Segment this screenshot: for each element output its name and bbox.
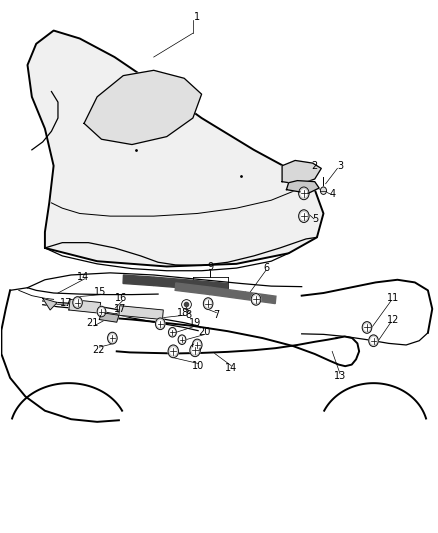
Text: 12: 12 xyxy=(387,314,399,325)
Text: 3: 3 xyxy=(337,161,343,171)
Circle shape xyxy=(251,294,261,305)
Circle shape xyxy=(192,347,198,354)
Polygon shape xyxy=(153,277,193,289)
Text: 10: 10 xyxy=(192,361,205,371)
Polygon shape xyxy=(193,280,228,292)
Polygon shape xyxy=(175,283,211,295)
Polygon shape xyxy=(84,70,201,144)
Circle shape xyxy=(73,297,82,309)
Circle shape xyxy=(253,296,258,303)
Text: 8: 8 xyxy=(185,310,191,320)
Polygon shape xyxy=(210,287,245,300)
Circle shape xyxy=(97,306,106,317)
Polygon shape xyxy=(119,306,163,319)
Polygon shape xyxy=(123,275,154,286)
Circle shape xyxy=(178,335,186,344)
Polygon shape xyxy=(286,181,319,193)
Text: 1: 1 xyxy=(194,12,200,22)
Circle shape xyxy=(158,320,163,327)
Text: 21: 21 xyxy=(87,318,99,328)
Text: 2: 2 xyxy=(311,161,317,171)
Text: 6: 6 xyxy=(263,263,269,272)
Circle shape xyxy=(168,345,179,358)
Circle shape xyxy=(75,300,80,306)
Text: 19: 19 xyxy=(189,318,201,328)
Text: 17: 17 xyxy=(60,297,72,308)
Circle shape xyxy=(194,342,200,348)
Text: 13: 13 xyxy=(334,372,346,381)
Circle shape xyxy=(364,324,370,330)
Circle shape xyxy=(203,298,213,310)
Text: 11: 11 xyxy=(387,293,399,303)
Text: 20: 20 xyxy=(198,327,210,337)
Polygon shape xyxy=(245,292,276,304)
Text: 14: 14 xyxy=(77,272,89,281)
Polygon shape xyxy=(43,298,57,310)
Circle shape xyxy=(170,329,175,335)
Circle shape xyxy=(192,339,202,351)
Text: 16: 16 xyxy=(115,293,127,303)
Polygon shape xyxy=(99,313,119,322)
Circle shape xyxy=(369,335,378,346)
Text: 15: 15 xyxy=(95,287,107,297)
Circle shape xyxy=(99,309,104,314)
Text: 4: 4 xyxy=(330,189,336,199)
Text: 9: 9 xyxy=(207,262,213,271)
Circle shape xyxy=(301,213,307,220)
Circle shape xyxy=(299,210,309,222)
Circle shape xyxy=(110,335,115,341)
Text: 5: 5 xyxy=(312,214,319,224)
Circle shape xyxy=(170,348,176,355)
Text: 22: 22 xyxy=(92,345,104,355)
Circle shape xyxy=(108,332,117,344)
Circle shape xyxy=(299,187,309,200)
Polygon shape xyxy=(69,300,101,313)
Text: 7: 7 xyxy=(213,310,219,320)
Circle shape xyxy=(205,301,211,307)
Text: 17: 17 xyxy=(113,304,126,314)
Circle shape xyxy=(321,187,326,195)
Circle shape xyxy=(371,337,376,344)
Text: 18: 18 xyxy=(177,308,190,318)
Polygon shape xyxy=(28,30,323,266)
Circle shape xyxy=(169,327,177,337)
Circle shape xyxy=(362,321,372,333)
Polygon shape xyxy=(282,160,321,184)
Circle shape xyxy=(301,190,307,197)
Circle shape xyxy=(155,318,165,329)
Text: 14: 14 xyxy=(225,364,237,373)
Circle shape xyxy=(190,344,200,357)
Circle shape xyxy=(180,337,184,342)
